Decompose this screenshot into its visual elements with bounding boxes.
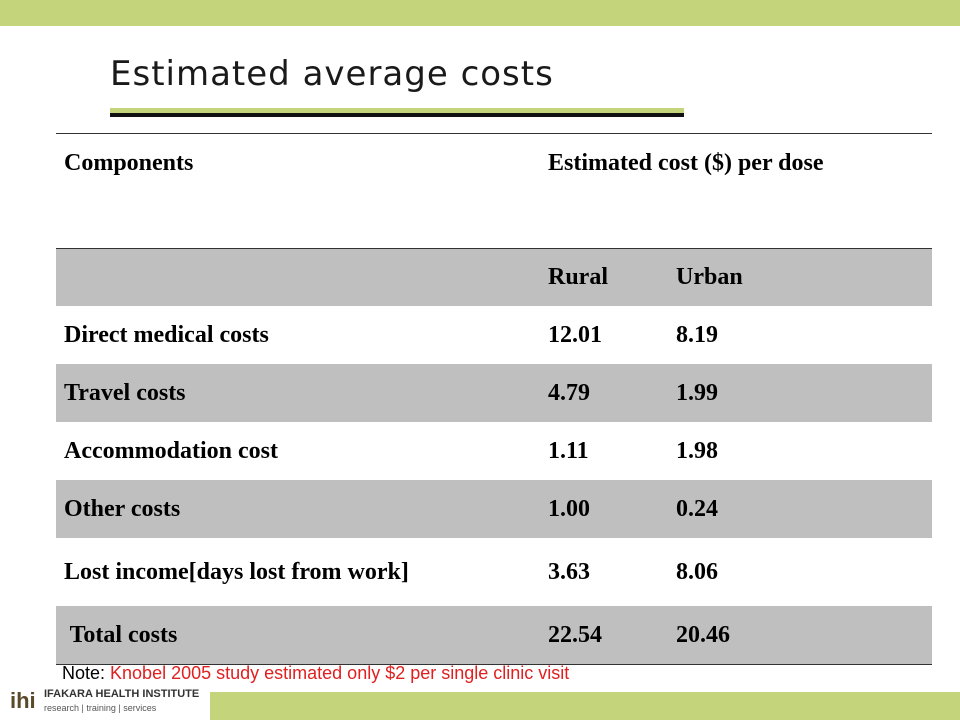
- footnote: Note: Knobel 2005 study estimated only $…: [62, 663, 569, 684]
- logo-tagline: research | training | services: [44, 703, 157, 713]
- table-header-row: Components Estimated cost ($) per dose: [56, 134, 932, 249]
- table-row: Accommodation cost 1.11 1.98: [56, 422, 932, 480]
- table-row: Other costs 1.00 0.24: [56, 480, 932, 538]
- row-urban-value: 8.19: [676, 321, 718, 348]
- table-bottom-rule: [56, 664, 932, 665]
- slide-title: Estimated average costs: [110, 54, 554, 94]
- table-row: Travel costs 4.79 1.99: [56, 364, 932, 422]
- row-rural-value: 1.11: [548, 437, 589, 464]
- subheader-urban: Urban: [676, 264, 743, 290]
- row-urban-value: 1.98: [676, 437, 718, 464]
- ifakara-logo: ihi IFAKARA HEALTH INSTITUTE research | …: [6, 684, 206, 718]
- footnote-label: Note:: [62, 663, 111, 683]
- row-component: Lost income[days lost from work]: [64, 558, 409, 585]
- row-urban-value: 20.46: [676, 621, 730, 648]
- subheader-rural: Rural: [548, 264, 608, 290]
- table-top-rule: [56, 133, 932, 134]
- header-components: Components: [64, 150, 194, 176]
- row-rural-value: 1.00: [548, 495, 590, 522]
- row-component: Total costs: [64, 621, 178, 648]
- subheader-row: Rural Urban: [56, 249, 932, 306]
- footnote-text: Knobel 2005 study estimated only $2 per …: [110, 663, 570, 683]
- row-urban-value: 1.99: [676, 379, 718, 406]
- header-rule: [56, 248, 932, 249]
- row-urban-value: 0.24: [676, 495, 718, 522]
- table-row: Lost income[days lost from work] 3.63 8.…: [56, 538, 932, 606]
- title-underline-accent: [110, 108, 684, 113]
- row-rural-value: 3.63: [548, 558, 590, 585]
- row-component: Accommodation cost: [64, 437, 278, 464]
- row-rural-value: 4.79: [548, 379, 590, 406]
- row-component: Travel costs: [64, 379, 186, 406]
- row-rural-value: 12.01: [548, 321, 602, 348]
- row-rural-value: 22.54: [548, 621, 602, 648]
- logo-mark: ihi: [10, 688, 36, 713]
- logo-name: IFAKARA HEALTH INSTITUTE: [44, 688, 200, 700]
- row-component: Other costs: [64, 495, 181, 522]
- row-component: Direct medical costs: [64, 321, 269, 348]
- header-estimated-cost: Estimated cost ($) per dose: [548, 150, 824, 176]
- top-accent-bar: [0, 0, 960, 26]
- bottom-accent-bar: [210, 692, 960, 720]
- table-row: Direct medical costs 12.01 8.19: [56, 306, 932, 364]
- row-urban-value: 8.06: [676, 558, 718, 585]
- table-row-total: Total costs 22.54 20.46: [56, 606, 932, 664]
- title-underline: [110, 113, 684, 117]
